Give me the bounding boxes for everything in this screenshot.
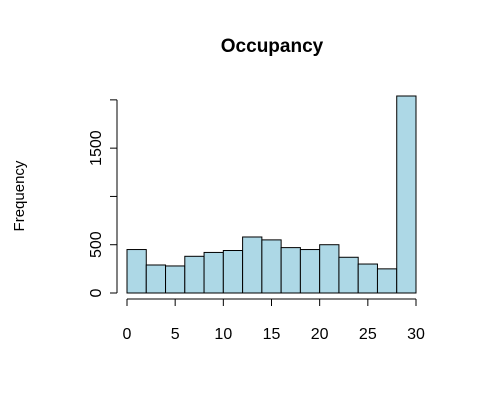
histogram-bar	[184, 255, 205, 294]
y-axis: 0 500 1500	[88, 99, 118, 297]
y-tick-label: 0	[88, 288, 105, 297]
x-tick-label: 15	[263, 326, 281, 343]
y-tick-label: 500	[88, 231, 105, 258]
histogram-bar	[165, 265, 186, 294]
histogram-bar	[145, 264, 167, 294]
x-tick-label: 5	[171, 326, 180, 343]
histogram-bar	[376, 268, 398, 294]
y-tick-label: 1500	[88, 130, 105, 166]
x-tick-label: 10	[214, 326, 232, 343]
x-tick-label: 0	[123, 326, 132, 343]
x-tick-label: 30	[407, 326, 425, 343]
histogram-bar	[242, 236, 263, 294]
histogram-bar	[299, 249, 321, 294]
histogram-bar	[396, 95, 417, 294]
y-axis-label: Frequency	[11, 160, 28, 231]
histogram-bar	[222, 250, 244, 294]
x-tick-label: 20	[311, 326, 329, 343]
histogram-bar	[126, 249, 147, 294]
histogram-bar	[319, 244, 340, 294]
histogram-bar	[357, 263, 378, 294]
x-axis: 0 5 10 15 20 25 30	[123, 298, 425, 343]
histogram-bar	[203, 251, 224, 294]
histogram-bar	[280, 247, 301, 294]
histogram-bar	[261, 239, 282, 294]
histogram-bar	[338, 256, 359, 294]
bars-group	[126, 95, 417, 294]
x-tick-label: 25	[359, 326, 377, 343]
chart-title: Occupancy	[221, 36, 324, 57]
